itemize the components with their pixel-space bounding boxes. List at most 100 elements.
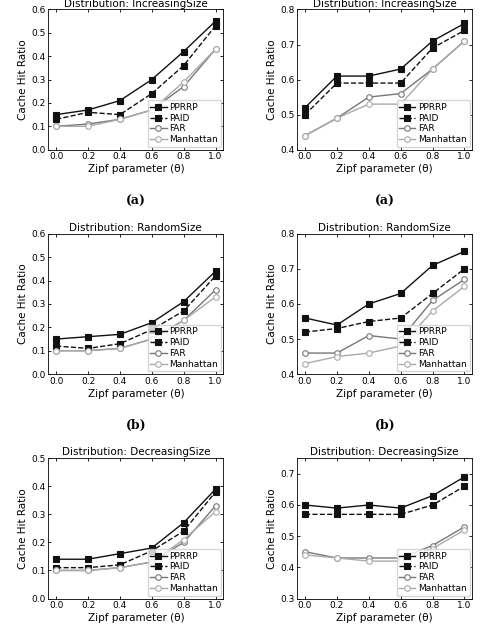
FAR [429,542,435,549]
PAID [398,79,403,87]
PPRRP [117,331,123,338]
Manhattan [149,335,155,343]
PPRRP [149,319,155,326]
PPRRP [181,48,187,55]
Manhattan [461,283,467,290]
PAID [429,290,435,297]
FAR [181,316,187,324]
PAID [334,510,340,518]
PPRRP [334,505,340,512]
Manhattan [85,123,91,130]
Line: FAR: FAR [54,287,218,353]
PAID [117,111,123,118]
FAR [366,332,372,340]
Line: Manhattan: Manhattan [302,284,467,367]
PAID [461,26,467,34]
Manhattan [334,115,340,122]
PPRRP [461,473,467,481]
FAR [398,335,403,343]
PAID [54,342,59,350]
PAID [85,345,91,352]
Manhattan [117,564,123,571]
FAR [302,349,308,357]
PAID [213,22,218,30]
FAR [54,566,59,574]
FAR [85,566,91,574]
PPRRP [302,501,308,509]
Line: Manhattan: Manhattan [54,509,218,573]
FAR [398,90,403,98]
PPRRP [181,298,187,306]
PPRRP [85,333,91,340]
PPRRP [54,335,59,343]
PPRRP [302,104,308,112]
PPRRP [334,321,340,329]
Manhattan [461,37,467,45]
PPRRP [302,314,308,322]
Line: FAR: FAR [302,524,467,561]
PPRRP [213,268,218,275]
Line: PAID: PAID [302,266,467,335]
Text: (a): (a) [126,195,146,207]
X-axis label: Zipf parameter (θ): Zipf parameter (θ) [88,389,184,399]
X-axis label: Zipf parameter (θ): Zipf parameter (θ) [336,164,433,175]
Line: PAID: PAID [302,483,467,517]
Manhattan [302,360,308,367]
PPRRP [181,519,187,527]
Title: Distribution: RandomSize: Distribution: RandomSize [69,223,202,233]
PAID [181,527,187,535]
PAID [213,488,218,496]
X-axis label: Zipf parameter (θ): Zipf parameter (θ) [336,389,433,399]
Manhattan [149,106,155,114]
Manhattan [429,307,435,315]
X-axis label: Zipf parameter (θ): Zipf parameter (θ) [88,164,184,175]
PAID [429,44,435,52]
Line: Manhattan: Manhattan [54,294,218,353]
Text: (b): (b) [375,419,395,432]
Line: PPRRP: PPRRP [302,474,467,511]
Y-axis label: Cache Hit Ratio: Cache Hit Ratio [18,488,28,569]
Line: PPRRP: PPRRP [302,249,467,328]
Manhattan [366,558,372,565]
PPRRP [366,72,372,80]
PPRRP [213,18,218,25]
PPRRP [117,97,123,105]
Legend: PPRRP, PAID, FAR, Manhattan: PPRRP, PAID, FAR, Manhattan [147,549,221,596]
FAR [213,45,218,53]
FAR [117,115,123,123]
PAID [302,510,308,518]
PPRRP [366,301,372,308]
PAID [85,108,91,116]
PAID [54,115,59,123]
PAID [461,483,467,490]
Line: Manhattan: Manhattan [302,38,467,139]
PPRRP [398,66,403,73]
FAR [398,554,403,562]
Text: (a): (a) [375,195,395,207]
Line: FAR: FAR [54,47,218,129]
FAR [85,347,91,355]
Manhattan [181,316,187,324]
Manhattan [213,293,218,301]
Y-axis label: Cache Hit Ratio: Cache Hit Ratio [267,39,277,120]
PAID [429,501,435,509]
X-axis label: Zipf parameter (θ): Zipf parameter (θ) [88,613,184,623]
FAR [117,345,123,352]
PPRRP [461,248,467,255]
FAR [334,554,340,562]
FAR [54,123,59,130]
PAID [302,111,308,118]
PPRRP [54,556,59,563]
Legend: PPRRP, PAID, FAR, Manhattan: PPRRP, PAID, FAR, Manhattan [147,100,221,147]
PAID [149,547,155,554]
Manhattan [461,526,467,534]
Title: Distribution: DecreasingSize: Distribution: DecreasingSize [62,447,210,457]
Line: Manhattan: Manhattan [54,47,218,129]
PPRRP [398,505,403,512]
Manhattan [181,536,187,543]
Manhattan [117,115,123,123]
Line: PPRRP: PPRRP [54,18,218,117]
FAR [429,66,435,73]
PAID [181,62,187,69]
Legend: PPRRP, PAID, FAR, Manhattan: PPRRP, PAID, FAR, Manhattan [147,324,221,372]
